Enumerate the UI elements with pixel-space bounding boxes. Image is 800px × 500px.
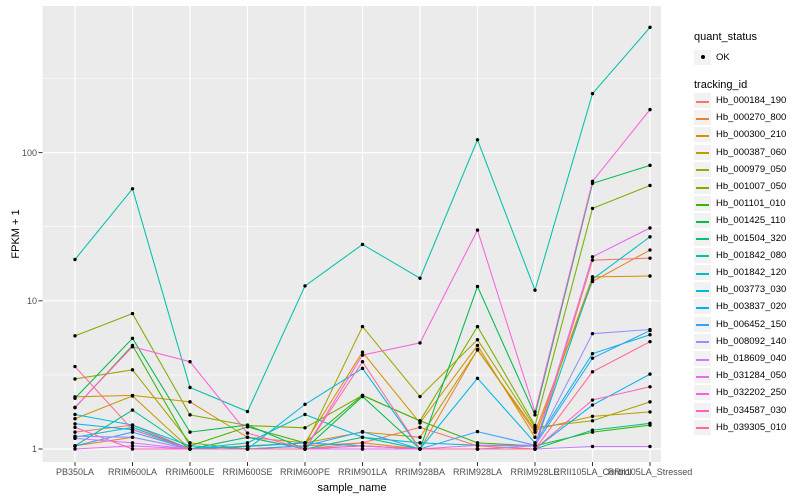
legend-item-label: Hb_000270_800 — [716, 112, 787, 124]
y-tick-label-1: 1 — [31, 444, 37, 454]
legend-item-label: Hb_008092_140 — [716, 335, 787, 347]
line-key-icon — [694, 127, 711, 143]
legend-item-label: Hb_000300_210 — [716, 129, 787, 141]
legend-item-label: Hb_001007_050 — [716, 181, 787, 192]
line-key-icon — [694, 230, 711, 246]
legend-item-Hb_001425_110: Hb_001425_110 — [694, 213, 786, 229]
legend-item-label: Hb_000387_060 — [716, 146, 787, 158]
legend-item-Hb_008092_140: Hb_008092_140 — [694, 333, 786, 349]
legend-item-Hb_001504_320: Hb_001504_320 — [694, 230, 786, 246]
legend-item-label: Hb_001842_120 — [716, 267, 787, 278]
ok-point-key-icon — [694, 49, 711, 65]
x-tick-label-RRIM600LE: RRIM600LE — [165, 467, 215, 477]
legend-item-label: Hb_000979_050 — [716, 163, 787, 175]
legend-item-label: Hb_001842_080 — [716, 249, 787, 261]
y-tick-label-100: 100 — [21, 147, 37, 158]
legend: quant_status OK tracking_id Hb_000184_19… — [686, 0, 800, 500]
legend-item-Hb_003773_030: Hb_003773_030 — [694, 282, 786, 298]
legend-item-label: Hb_032202_250 — [716, 387, 787, 399]
legend-item-ok: OK — [694, 49, 730, 65]
legend-item-Hb_018609_040: Hb_018609_040 — [694, 351, 786, 367]
legend-item-Hb_006452_150: Hb_006452_150 — [694, 316, 786, 332]
legend-item-label: Hb_001425_110 — [716, 215, 786, 227]
line-key-icon — [694, 351, 711, 366]
legend-item-label: OK — [716, 51, 730, 63]
legend-item-label: Hb_003773_030 — [716, 284, 787, 296]
legend-title-tracking-id: tracking_id — [694, 79, 748, 91]
legend-item-Hb_000387_060: Hb_000387_060 — [694, 144, 786, 160]
legend-item-label: Hb_001504_320 — [716, 232, 787, 244]
data-points — [73, 25, 652, 451]
x-axis-title: sample_name — [317, 482, 387, 494]
legend-item-Hb_000300_210: Hb_000300_210 — [694, 127, 786, 143]
legend-item-label: Hb_031284_050 — [716, 370, 787, 382]
line-key-icon — [694, 179, 711, 194]
legend-item-Hb_000270_800: Hb_000270_800 — [694, 110, 786, 126]
legend-item-Hb_000979_050: Hb_000979_050 — [694, 161, 786, 177]
line-key-icon — [694, 110, 711, 126]
plot-panel — [42, 6, 661, 462]
legend-title-quant-status: quant_status — [694, 31, 757, 43]
legend-item-Hb_000184_190: Hb_000184_190 — [694, 93, 786, 109]
y-tick-label-10: 10 — [26, 295, 37, 306]
legend-item-label: Hb_003837_020 — [716, 301, 787, 313]
line-key-icon — [694, 402, 711, 418]
legend-item-label: Hb_000184_190 — [716, 95, 787, 106]
legend-item-Hb_001842_080: Hb_001842_080 — [694, 247, 786, 263]
line-key-icon — [694, 299, 711, 315]
line-key-icon — [694, 161, 711, 177]
line-key-icon — [694, 368, 711, 384]
line-key-icon — [694, 282, 711, 298]
legend-item-Hb_001101_010: Hb_001101_010 — [694, 196, 786, 212]
y-axis-title: FPKM + 1 — [10, 209, 22, 259]
line-key-icon — [694, 385, 711, 401]
x-tick-label-RRIM901LA: RRIM901LA — [337, 467, 388, 477]
legend-item-Hb_034587_030: Hb_034587_030 — [694, 402, 786, 418]
gridlines — [42, 6, 661, 462]
line-key-icon — [694, 196, 711, 212]
legend-item-Hb_031284_050: Hb_031284_050 — [694, 368, 786, 384]
line-key-icon — [694, 316, 711, 332]
legend-item-label: Hb_006452_150 — [716, 318, 787, 330]
legend-item-Hb_003837_020: Hb_003837_020 — [694, 299, 786, 315]
legend-item-label: Hb_018609_040 — [716, 353, 787, 364]
x-tick-label-RRIM600LA: RRIM600LA — [107, 467, 158, 477]
x-tick-label-RRIM928LE: RRIM928LE — [510, 467, 560, 477]
x-tick-label-RRIM928BA: RRIM928BA — [394, 467, 446, 477]
line-key-icon — [694, 93, 711, 108]
line-key-icon — [694, 419, 711, 435]
legend-item-label: Hb_001101_010 — [716, 198, 786, 210]
x-tick-label-RRIM928LA: RRIM928LA — [452, 467, 503, 477]
line-key-icon — [694, 247, 711, 263]
x-tick-label-PB350LA: PB350LA — [55, 467, 95, 477]
legend-item-Hb_001007_050: Hb_001007_050 — [694, 179, 786, 195]
legend-item-Hb_001842_120: Hb_001842_120 — [694, 265, 786, 281]
legend-item-Hb_039305_010: Hb_039305_010 — [694, 419, 786, 435]
line-key-icon — [694, 144, 711, 160]
legend-item-Hb_032202_250: Hb_032202_250 — [694, 385, 786, 401]
x-tick-label-RRII105LA_Control: RRII105LA_Control — [553, 467, 632, 477]
legend-item-label: Hb_034587_030 — [716, 404, 787, 416]
x-tick-label-RRIM600PE: RRIM600PE — [279, 467, 331, 477]
legend-item-label: Hb_039305_010 — [716, 421, 787, 433]
line-key-icon — [694, 265, 711, 280]
line-key-icon — [694, 213, 711, 229]
line-key-icon — [694, 333, 711, 349]
x-tick-label-RRIM600SE: RRIM600SE — [222, 467, 273, 477]
axis-ticks — [38, 152, 651, 466]
x-tick-label-RRII105LA_Stressed: RRII105LA_Stressed — [607, 467, 693, 477]
